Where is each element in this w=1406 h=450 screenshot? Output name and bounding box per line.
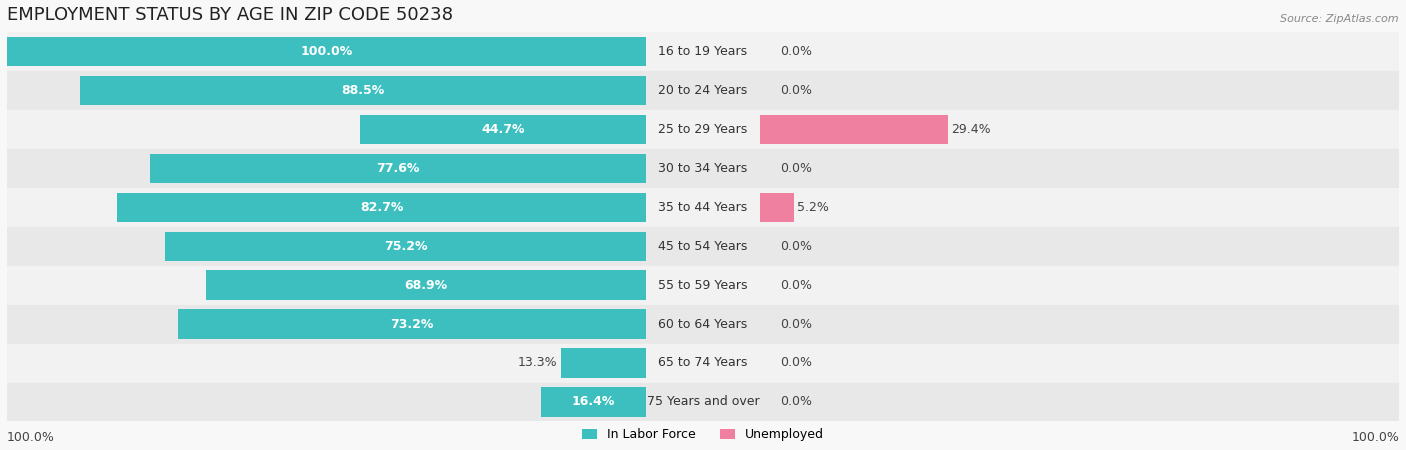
Text: 30 to 34 Years: 30 to 34 Years (658, 162, 748, 175)
Text: 45 to 54 Years: 45 to 54 Years (658, 239, 748, 252)
Bar (7, 71, 1399, 110)
Text: 0.0%: 0.0% (780, 356, 811, 369)
Text: 60 to 64 Years: 60 to 64 Years (658, 318, 748, 330)
Text: 5.2%: 5.2% (797, 201, 828, 214)
Text: 0.0%: 0.0% (780, 396, 811, 409)
Bar (7, 110, 1399, 148)
Text: 16 to 19 Years: 16 to 19 Years (658, 45, 748, 58)
Text: 16.4%: 16.4% (571, 396, 614, 409)
Text: 82.7%: 82.7% (360, 201, 404, 214)
Bar (761, 115, 948, 144)
Bar (7, 305, 1399, 343)
Bar (7, 149, 1399, 188)
Text: 0.0%: 0.0% (780, 162, 811, 175)
Bar (7, 227, 1399, 266)
Text: 88.5%: 88.5% (342, 84, 385, 97)
Bar (561, 348, 645, 378)
Text: 20 to 24 Years: 20 to 24 Years (658, 84, 748, 97)
Text: Source: ZipAtlas.com: Source: ZipAtlas.com (1281, 14, 1399, 24)
Bar (7, 32, 1399, 71)
Text: 55 to 59 Years: 55 to 59 Years (658, 279, 748, 292)
Bar (7, 266, 1399, 304)
Text: 75 Years and over: 75 Years and over (647, 396, 759, 409)
Text: 35 to 44 Years: 35 to 44 Years (658, 201, 748, 214)
Text: 0.0%: 0.0% (780, 318, 811, 330)
Text: 0.0%: 0.0% (780, 84, 811, 97)
Text: 100.0%: 100.0% (7, 431, 55, 444)
Text: 13.3%: 13.3% (517, 356, 557, 369)
Text: 68.9%: 68.9% (404, 279, 447, 292)
Bar (541, 387, 645, 417)
Text: 0.0%: 0.0% (780, 239, 811, 252)
Bar (80, 76, 645, 105)
Text: 0.0%: 0.0% (780, 279, 811, 292)
Bar (7, 382, 1399, 421)
Legend: In Labor Force, Unemployed: In Labor Force, Unemployed (576, 423, 830, 446)
Bar (761, 193, 793, 222)
Text: 100.0%: 100.0% (299, 45, 353, 58)
Bar (118, 193, 645, 222)
Bar (360, 115, 645, 144)
Text: 0.0%: 0.0% (780, 45, 811, 58)
Bar (166, 231, 645, 261)
Text: 73.2%: 73.2% (389, 318, 433, 330)
Text: 65 to 74 Years: 65 to 74 Years (658, 356, 748, 369)
Bar (150, 153, 645, 183)
Text: 25 to 29 Years: 25 to 29 Years (658, 123, 748, 136)
Bar (7, 188, 1399, 226)
Text: 100.0%: 100.0% (1351, 431, 1399, 444)
Text: 77.6%: 77.6% (375, 162, 419, 175)
Bar (7, 37, 645, 66)
Text: 29.4%: 29.4% (952, 123, 991, 136)
Bar (7, 344, 1399, 382)
Bar (179, 310, 645, 338)
Text: 44.7%: 44.7% (481, 123, 524, 136)
Text: EMPLOYMENT STATUS BY AGE IN ZIP CODE 50238: EMPLOYMENT STATUS BY AGE IN ZIP CODE 502… (7, 6, 453, 24)
Text: 75.2%: 75.2% (384, 239, 427, 252)
Bar (205, 270, 645, 300)
